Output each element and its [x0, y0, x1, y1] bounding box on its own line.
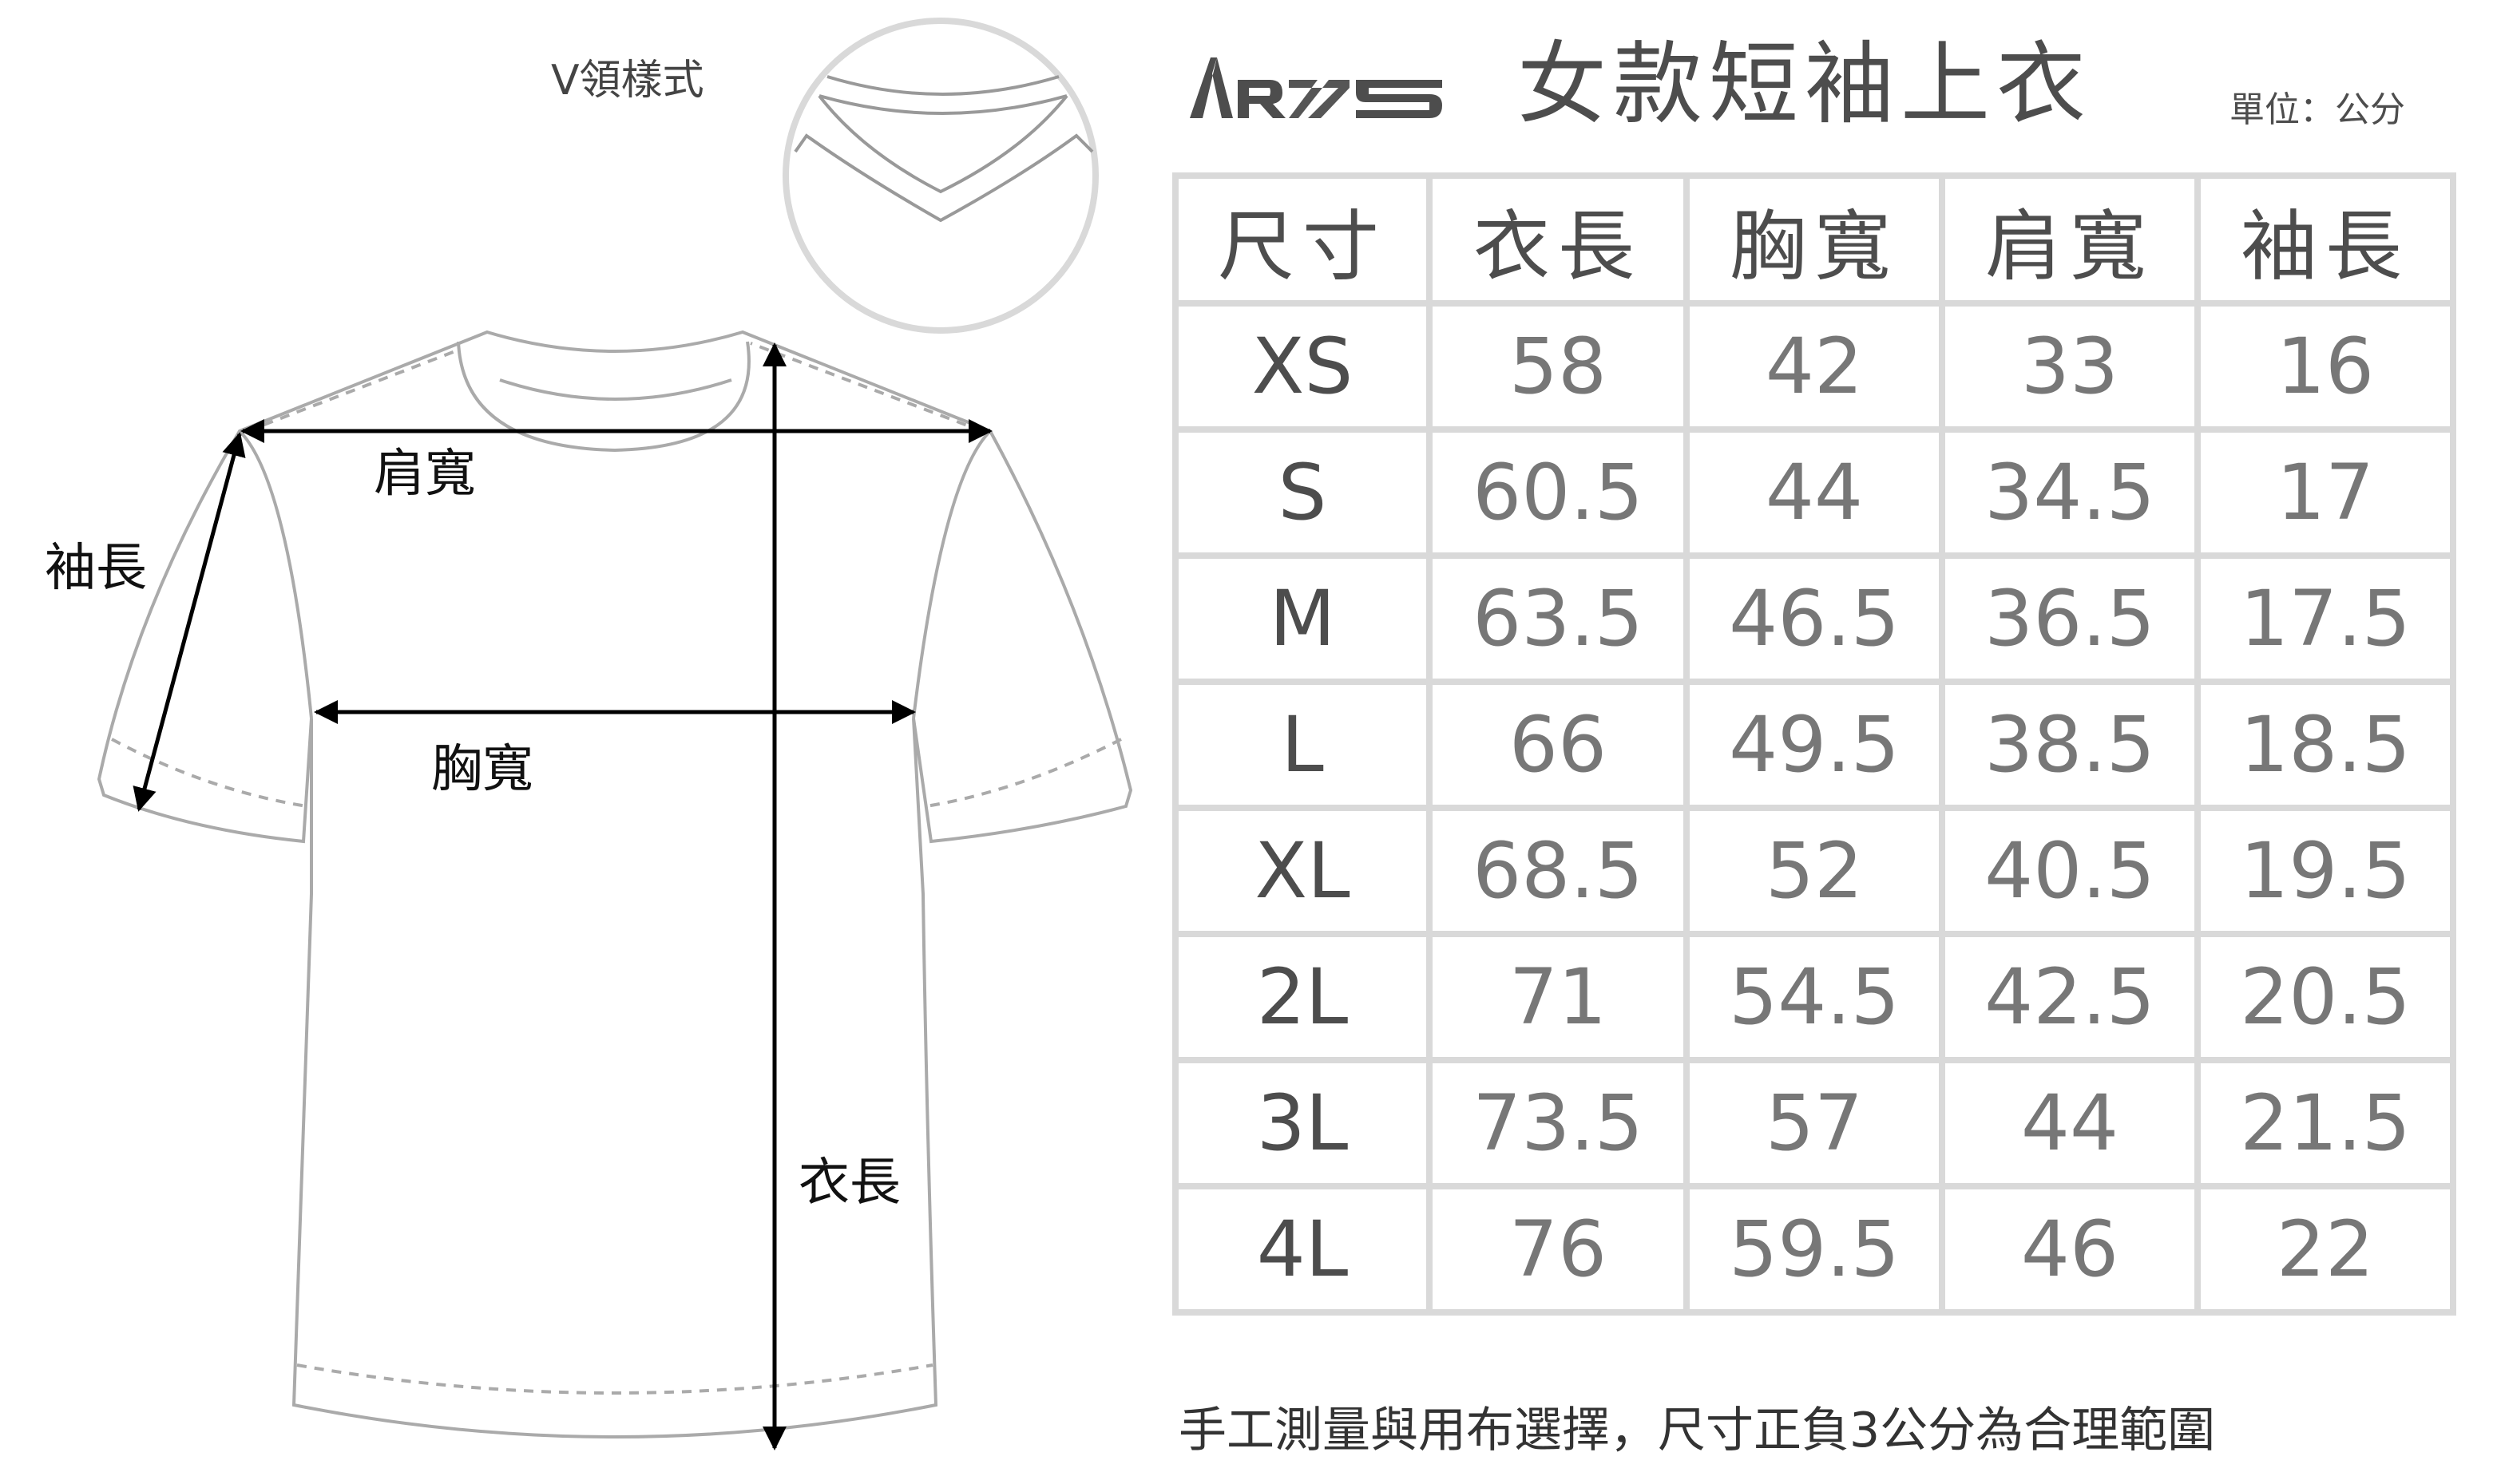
cell-body-length: 71 [1426, 931, 1690, 1063]
table-row: XL 68.5 52 40.5 19.5 [1172, 805, 2456, 937]
cell-size: 3L [1172, 1057, 1433, 1189]
cell-chest-width: 59.5 [1683, 1183, 1945, 1316]
table-header-row: 尺寸 衣長 胸寬 肩寬 袖長 [1172, 172, 2456, 307]
header-shoulder-width: 肩寬 [1939, 172, 2201, 307]
cell-sleeve-length: 21.5 [2194, 1057, 2456, 1189]
shoulder-width-label: 肩寬 [374, 445, 476, 504]
measurement-note: 手工測量與用布選擇，尺寸正負3公分為合理範圍 [1179, 1403, 2216, 1458]
cell-chest-width: 46.5 [1683, 552, 1945, 685]
cell-shoulder-width: 34.5 [1939, 426, 2201, 559]
page-title: 女款短袖上衣 [1517, 33, 2092, 137]
body-length-label: 衣長 [799, 1154, 901, 1213]
table-row: L 66 49.5 38.5 18.5 [1172, 679, 2456, 811]
header-body-length: 衣長 [1426, 172, 1690, 307]
cell-sleeve-length: 22 [2194, 1183, 2456, 1316]
cell-chest-width: 54.5 [1683, 931, 1945, 1063]
cell-shoulder-width: 46 [1939, 1183, 2201, 1316]
cell-size: S [1172, 426, 1433, 559]
header-chest-width: 胸寬 [1683, 172, 1945, 307]
cell-shoulder-width: 44 [1939, 1057, 2201, 1189]
cell-sleeve-length: 16 [2194, 300, 2456, 433]
table-row: 2L 71 54.5 42.5 20.5 [1172, 931, 2456, 1063]
cell-body-length: 66 [1426, 679, 1690, 811]
cell-chest-width: 42 [1683, 300, 1945, 433]
cell-size: M [1172, 552, 1433, 685]
cell-chest-width: 57 [1683, 1057, 1945, 1189]
unit-label: 單位：公分 [2229, 89, 2405, 130]
cell-size: L [1172, 679, 1433, 811]
cell-chest-width: 49.5 [1683, 679, 1945, 811]
cell-shoulder-width: 40.5 [1939, 805, 2201, 937]
table-row: 4L 76 59.5 46 22 [1172, 1183, 2456, 1316]
vneck-label: V領樣式 [551, 57, 704, 105]
cell-size: 2L [1172, 931, 1433, 1063]
chest-width-label: 胸寬 [431, 740, 533, 799]
cell-sleeve-length: 19.5 [2194, 805, 2456, 937]
cell-size: XS [1172, 300, 1433, 433]
cell-body-length: 58 [1426, 300, 1690, 433]
cell-body-length: 60.5 [1426, 426, 1690, 559]
cell-body-length: 63.5 [1426, 552, 1690, 685]
cell-chest-width: 44 [1683, 426, 1945, 559]
header-size: 尺寸 [1172, 172, 1433, 307]
cell-chest-width: 52 [1683, 805, 1945, 937]
cell-sleeve-length: 20.5 [2194, 931, 2456, 1063]
cell-sleeve-length: 17.5 [2194, 552, 2456, 685]
sleeve-arrow [133, 432, 246, 812]
sleeve-length-label: 袖長 [45, 539, 147, 598]
cell-size: 4L [1172, 1183, 1433, 1316]
cell-shoulder-width: 36.5 [1939, 552, 2201, 685]
header-sleeve-length: 袖長 [2194, 172, 2456, 307]
vneck-detail [783, 18, 1099, 334]
cell-shoulder-width: 33 [1939, 300, 2201, 433]
cell-body-length: 68.5 [1426, 805, 1690, 937]
arzs-logo [1190, 57, 1442, 118]
cell-body-length: 76 [1426, 1183, 1690, 1316]
table-row: XS 58 42 33 16 [1172, 300, 2456, 433]
cell-shoulder-width: 38.5 [1939, 679, 2201, 811]
cell-size: XL [1172, 805, 1433, 937]
table-row: 3L 73.5 57 44 21.5 [1172, 1057, 2456, 1189]
cell-sleeve-length: 17 [2194, 426, 2456, 559]
cell-shoulder-width: 42.5 [1939, 931, 2201, 1063]
tshirt-outline [97, 330, 1133, 1438]
table-row: M 63.5 46.5 36.5 17.5 [1172, 552, 2456, 685]
table-row: S 60.5 44 34.5 17 [1172, 426, 2456, 559]
cell-body-length: 73.5 [1426, 1057, 1690, 1189]
cell-sleeve-length: 18.5 [2194, 679, 2456, 811]
size-chart-table: 尺寸 衣長 胸寬 肩寬 袖長 XS 58 42 33 16 S 60.5 44 34.5 17 M 6… [1172, 172, 2456, 1316]
